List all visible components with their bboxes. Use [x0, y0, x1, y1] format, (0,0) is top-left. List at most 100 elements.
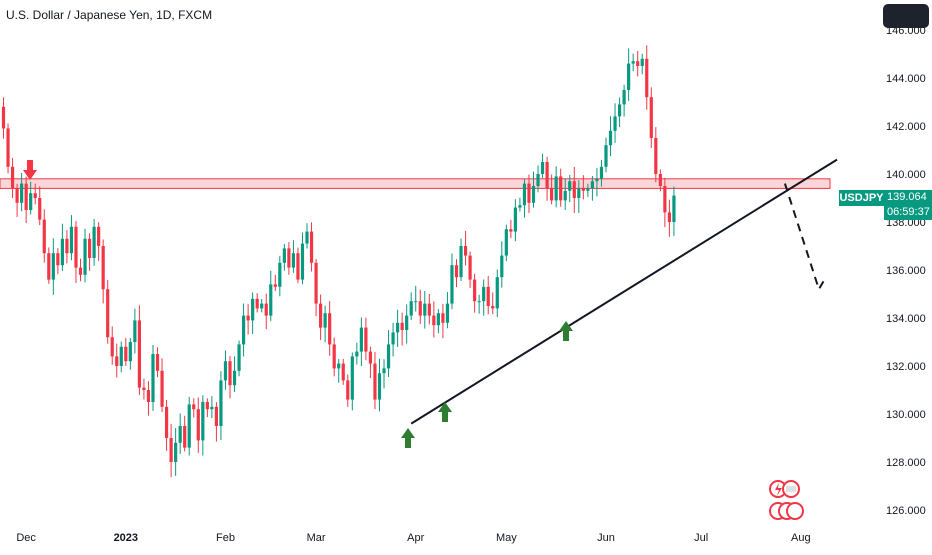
candle-body — [463, 246, 468, 256]
candle-body — [124, 346, 128, 362]
candle-body — [210, 406, 214, 410]
flag-stripes-icon — [786, 486, 796, 492]
candle-body — [1, 106, 6, 129]
candle-body — [110, 337, 114, 357]
candle-body — [441, 313, 445, 323]
candle-body — [559, 176, 563, 201]
candle-body — [445, 303, 450, 323]
candle-body — [183, 426, 187, 448]
x-tick-label: Jul — [694, 532, 708, 544]
candle-body — [536, 174, 540, 186]
candle-body — [291, 253, 296, 268]
candle-body — [97, 226, 101, 246]
candle-body — [540, 162, 545, 174]
candle-body — [405, 315, 409, 330]
chart-title: U.S. Dollar / Japanese Yen, 1D, FXCM — [6, 8, 213, 22]
x-tick-label: Dec — [16, 532, 36, 544]
candle-body — [491, 306, 495, 309]
candle-body — [300, 243, 305, 280]
toolbar-button[interactable] — [883, 4, 929, 28]
candle-body — [658, 174, 662, 186]
projection-path[interactable] — [783, 183, 827, 292]
candle-body — [581, 188, 585, 191]
candle-body — [246, 315, 250, 321]
candle-body — [287, 248, 291, 268]
candle-body — [24, 183, 28, 210]
candle-body — [332, 344, 336, 369]
candle-body — [649, 97, 653, 138]
candle-body — [255, 298, 259, 309]
up-arrow-icon — [559, 321, 573, 341]
candle-body — [355, 351, 359, 357]
candle-body — [87, 238, 92, 258]
candle-body — [527, 183, 531, 203]
candle-body — [599, 166, 604, 179]
candle-body — [174, 442, 178, 462]
y-tick-label: 126.000 — [886, 505, 926, 517]
candle-body — [160, 370, 164, 407]
candle-body — [414, 301, 418, 303]
candle-body — [377, 373, 382, 400]
candle-body — [178, 426, 182, 443]
resistance-zone[interactable] — [0, 178, 831, 189]
candle-body — [468, 255, 472, 280]
up-arrow-icon — [438, 402, 452, 422]
candle-body — [38, 198, 42, 220]
candle-body — [622, 90, 626, 105]
candle-body — [672, 195, 676, 222]
candle-body — [237, 344, 241, 371]
x-tick-label: Feb — [216, 532, 235, 544]
candle-body — [500, 255, 504, 278]
candle-body — [214, 406, 219, 426]
x-tick-label: Jun — [597, 532, 615, 544]
candle-body — [568, 181, 572, 191]
candle-body — [373, 363, 377, 400]
candle-body — [282, 248, 286, 263]
y-tick-label: 136.000 — [886, 265, 926, 277]
x-tick-label: Aug — [791, 532, 811, 544]
candle-body — [42, 219, 46, 254]
y-tick-label: 134.000 — [886, 313, 926, 325]
candle-body — [645, 58, 649, 98]
y-tick-label: 140.000 — [886, 169, 926, 181]
y-tick-label: 138.000 — [886, 217, 926, 229]
candle-body — [432, 315, 436, 326]
candle-body — [482, 286, 486, 302]
candle-body — [631, 61, 635, 64]
candle-body — [613, 116, 617, 131]
candle-body — [223, 361, 228, 381]
candle-body — [531, 186, 536, 203]
candle-body — [164, 406, 169, 438]
candle-body — [627, 63, 631, 90]
candle-body — [309, 231, 314, 263]
candle-body — [169, 438, 173, 462]
candle-body — [119, 346, 123, 366]
candle-body — [386, 344, 391, 369]
support-trendline[interactable] — [410, 158, 838, 425]
candle-body — [65, 238, 69, 254]
us-flag-event-icon[interactable] — [786, 502, 804, 520]
candle-body — [590, 181, 594, 189]
candle-body — [359, 327, 363, 352]
candle-body — [323, 313, 327, 328]
candle-body — [146, 390, 151, 402]
candle-body — [51, 253, 55, 280]
candle-body — [550, 188, 554, 201]
candle-body — [264, 303, 268, 316]
candle-body — [518, 205, 522, 208]
candle-body — [450, 265, 454, 304]
candle-body — [663, 186, 667, 213]
candle-body — [74, 226, 78, 268]
candle-body — [477, 301, 481, 303]
candle-body — [595, 178, 599, 182]
candle-body — [201, 402, 205, 441]
candle-body — [78, 267, 83, 275]
candle-body — [328, 313, 332, 345]
price-axis[interactable] — [880, 0, 932, 530]
x-tick-label: Apr — [407, 532, 424, 544]
candle-body — [454, 265, 459, 278]
candle-body — [47, 253, 51, 280]
candle-body — [228, 361, 232, 386]
